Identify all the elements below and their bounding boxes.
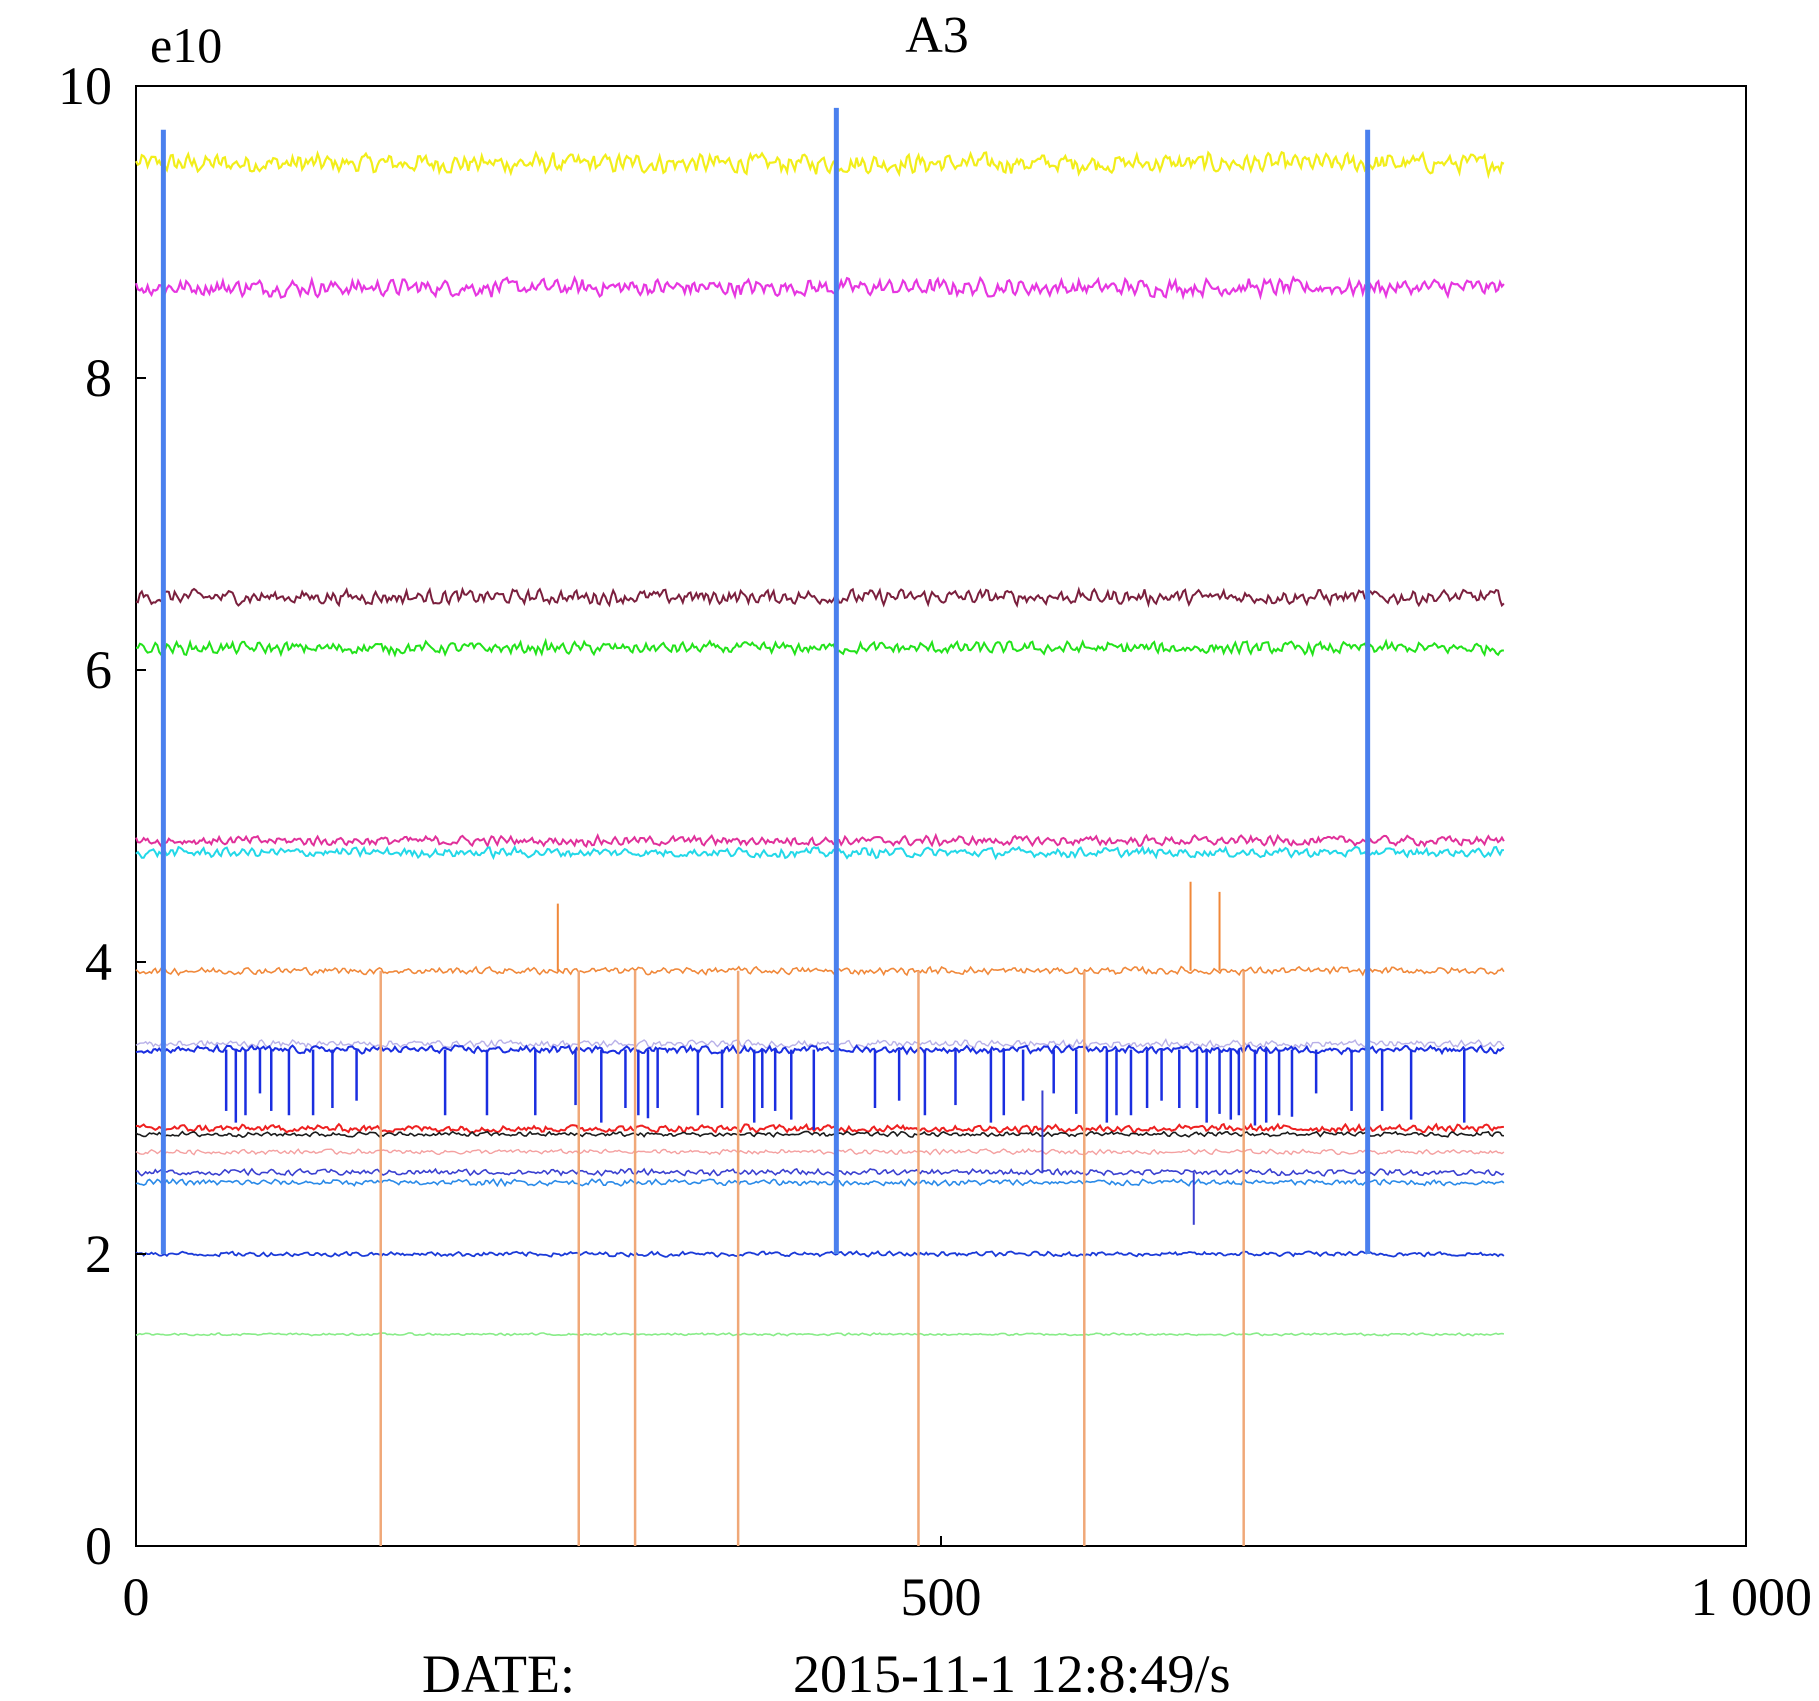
series-line-black [135,1130,1505,1138]
x-tick-label: 500 [901,1567,982,1627]
series-line-lavender [135,1037,1505,1049]
series-line-navy-blue [135,1167,1505,1177]
spike-layer [160,107,1466,1546]
plot-frame [135,85,1747,1547]
series-line-green [136,637,1504,658]
series-layer [134,149,1505,1337]
series-line-sky-blue [135,1177,1505,1188]
x-tick-label: 0 [123,1567,150,1627]
series-line-blue [135,1043,1505,1056]
x-tick-label: 1 000 [1691,1567,1813,1627]
series-line-dark-red [135,586,1505,609]
x-label-prefix: DATE: [422,1644,575,1701]
axis-layer: 0 2 4 6 8 10 0 500 1 000 [58,56,1812,1627]
x-label-date: 2015-11-1 12:8:49/s [793,1644,1230,1701]
y-tick-label: 8 [85,348,112,408]
series-line-blue-2 [135,1250,1505,1258]
y-tick-label: 4 [85,932,112,992]
series-line-red [135,1122,1504,1135]
series-line-cyan [135,844,1504,861]
chart-title: A3 [905,7,969,64]
y-tick-label: 6 [85,640,112,700]
y-tick-label: 0 [85,1516,112,1576]
y-unit-label: e10 [150,17,222,73]
series-line-yellow [135,149,1505,180]
y-tick-label: 10 [58,56,112,116]
y-tick-label: 2 [85,1224,112,1284]
series-line-pink [135,832,1505,849]
series-line-orange [135,965,1505,977]
series-line-salmon [135,1147,1505,1156]
series-line-light-green [135,1332,1505,1337]
series-line-magenta [134,274,1505,301]
